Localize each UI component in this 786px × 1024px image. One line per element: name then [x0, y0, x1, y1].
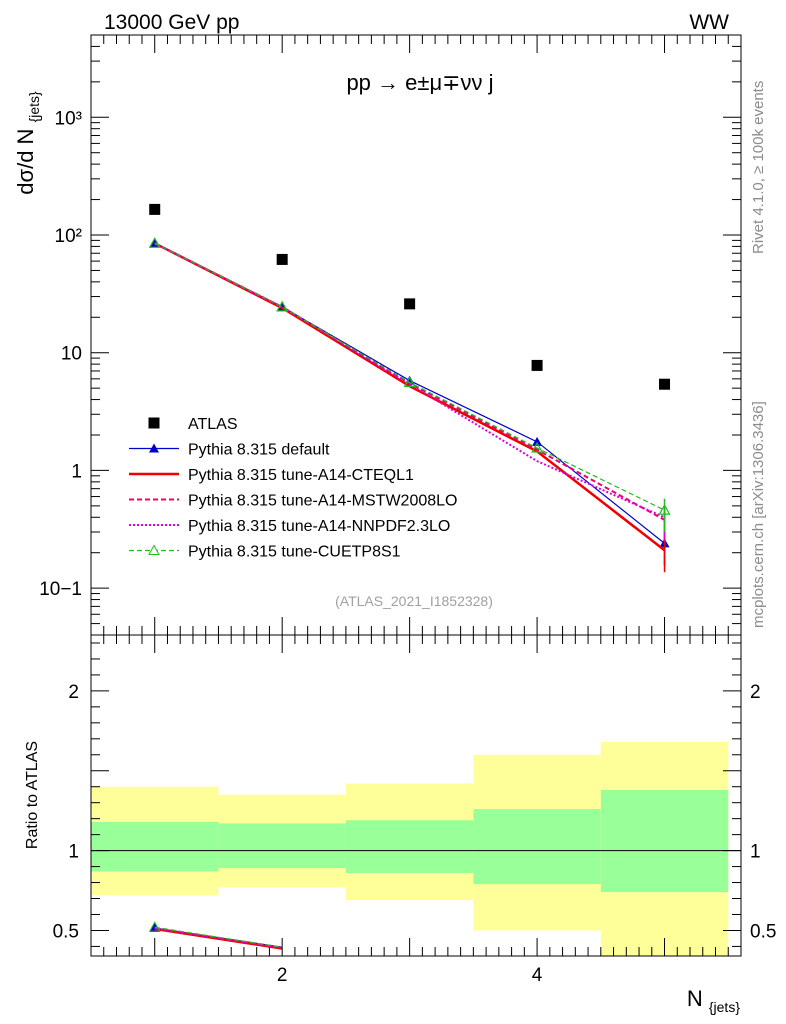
main-y-label-subscript: {jets} — [26, 91, 42, 122]
ratio-band-green — [600, 789, 729, 893]
legend-marker-5 — [148, 544, 160, 555]
legend-marker-1 — [149, 443, 159, 453]
legend-label-2: Pythia 8.315 tune-A14-CTEQL1 — [188, 467, 414, 484]
x-axis-label-subscript: {jets} — [709, 999, 740, 1015]
ratio-y-label: Ratio to ATLAS — [24, 741, 41, 849]
ratio-series-line-3 — [154, 927, 283, 949]
x-axis-label: N {jets} — [687, 986, 740, 1015]
series-point-5 — [403, 376, 416, 387]
series-line-5 — [154, 242, 665, 511]
ratio-panel: 0.5 0.5 1 1 2 2 2 4 Ratio to ATLAS N {jets} — [24, 634, 776, 1015]
main-data-marks — [148, 203, 671, 573]
ratio-y-tick-label-left: 1 — [68, 842, 79, 863]
ratio-frame — [90, 634, 742, 957]
atlas-data-point — [276, 253, 288, 265]
legend-label-4: Pythia 8.315 tune-A14-NNPDF2.3LO — [188, 518, 450, 535]
y-tick-label: 10−1 — [39, 579, 82, 600]
series-point-5 — [658, 503, 671, 515]
series-point-1 — [532, 436, 543, 446]
ratio-curves — [148, 921, 283, 950]
x-tick-label: 4 — [532, 965, 543, 986]
series-line-3 — [154, 242, 666, 521]
rivet-version: Rivet 4.1.0, ≥ 100k events — [750, 81, 767, 254]
ratio-data-marks — [91, 742, 741, 956]
y-tick-label: 10 — [61, 344, 82, 365]
series-point-5 — [531, 441, 544, 453]
y-tick-label: 10² — [55, 226, 82, 247]
ratio-band-green — [473, 809, 601, 885]
analysis-id: (ATLAS_2021_I1852328) — [335, 593, 493, 609]
ratio-band-green — [345, 820, 474, 873]
legend: ATLAS Pythia 8.315 default Pythia 8.315 tu… — [129, 416, 457, 561]
ratio-axis-ticks: 0.5 0.5 1 1 2 2 2 4 — [53, 635, 776, 986]
atlas-data-point — [531, 359, 543, 371]
legend-label-0: ATLAS — [188, 416, 238, 433]
y-tick-label: 1 — [71, 461, 82, 482]
ratio-y-tick-label-left: 2 — [68, 682, 79, 703]
ratio-series-line-4 — [154, 926, 283, 948]
y-tick-label: 10³ — [55, 108, 82, 129]
series-point-5 — [148, 237, 161, 248]
ratio-band-green — [91, 821, 219, 872]
atlas-data-point — [404, 298, 416, 310]
x-axis-label-text: N — [687, 986, 703, 1011]
process-tag: WW — [689, 11, 729, 34]
atlas-data-point — [149, 203, 161, 215]
main-axis-ticks: 10−1 1 10 10² 10³ — [39, 34, 742, 636]
main-panel: 10−1 1 10 10² 10³ dσ/d N {jets} — [13, 34, 742, 636]
main-y-label-text: dσ/d N — [13, 129, 38, 195]
ratio-y-tick-label-right: 2 — [750, 682, 761, 703]
legend-marker-0 — [148, 417, 160, 429]
ratio-series-point-4 — [148, 921, 161, 932]
mcplots-reference: mcplots.cern.ch [arXiv:1306.3436] — [750, 401, 767, 628]
legend-label-1: Pythia 8.315 default — [188, 442, 330, 459]
x-tick-label: 2 — [277, 965, 288, 986]
legend-label-3: Pythia 8.315 tune-A14-MSTW2008LO — [188, 493, 457, 510]
legend-label-5: Pythia 8.315 tune-CUETP8S1 — [188, 544, 401, 561]
atlas-data-point — [659, 378, 671, 390]
main-y-label: dσ/d N {jets} — [13, 91, 42, 195]
energy-label: 13000 GeV pp — [104, 11, 239, 34]
series-point-5 — [276, 300, 289, 312]
ratio-y-tick-label-left: 0.5 — [53, 921, 79, 942]
ratio-band-green — [218, 823, 346, 869]
ratio-y-tick-label-right: 0.5 — [750, 921, 776, 942]
ratio-y-tick-label-right: 1 — [750, 842, 761, 863]
process-formula: pp → e±μ∓νν j — [346, 70, 493, 95]
